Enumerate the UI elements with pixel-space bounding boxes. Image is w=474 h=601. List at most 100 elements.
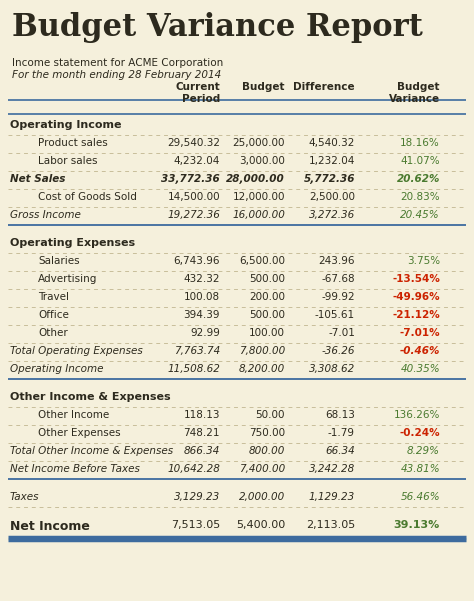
Text: 66.34: 66.34	[325, 446, 355, 456]
Text: 18.16%: 18.16%	[400, 138, 440, 148]
Text: 100.08: 100.08	[184, 292, 220, 302]
Text: 3.75%: 3.75%	[407, 256, 440, 266]
Text: -0.46%: -0.46%	[400, 346, 440, 356]
Text: 39.13%: 39.13%	[394, 520, 440, 530]
Text: 92.99: 92.99	[190, 328, 220, 338]
Text: 20.83%: 20.83%	[401, 192, 440, 202]
Text: Operating Income: Operating Income	[10, 364, 103, 374]
Text: 500.00: 500.00	[249, 274, 285, 284]
Text: -21.12%: -21.12%	[392, 310, 440, 320]
Text: 8,200.00: 8,200.00	[239, 364, 285, 374]
Text: Labor sales: Labor sales	[38, 156, 98, 166]
Text: Other Income & Expenses: Other Income & Expenses	[10, 392, 171, 402]
Text: 20.45%: 20.45%	[401, 210, 440, 220]
Text: 7,400.00: 7,400.00	[239, 464, 285, 474]
Text: 7,513.05: 7,513.05	[171, 520, 220, 530]
Text: 25,000.00: 25,000.00	[233, 138, 285, 148]
Text: Office: Office	[38, 310, 69, 320]
Text: Gross Income: Gross Income	[10, 210, 81, 220]
Text: 68.13: 68.13	[325, 410, 355, 420]
Text: Income statement for ACME Corporation: Income statement for ACME Corporation	[12, 58, 223, 68]
Text: Difference: Difference	[293, 82, 355, 92]
Text: 7,763.74: 7,763.74	[174, 346, 220, 356]
Text: 748.21: 748.21	[183, 428, 220, 438]
Text: -105.61: -105.61	[315, 310, 355, 320]
Text: 118.13: 118.13	[183, 410, 220, 420]
Text: 800.00: 800.00	[249, 446, 285, 456]
Text: 1,129.23: 1,129.23	[309, 492, 355, 502]
Text: 200.00: 200.00	[249, 292, 285, 302]
Text: 29,540.32: 29,540.32	[167, 138, 220, 148]
Text: 10,642.28: 10,642.28	[167, 464, 220, 474]
Text: 2,000.00: 2,000.00	[239, 492, 285, 502]
Text: 500.00: 500.00	[249, 310, 285, 320]
Text: Other Expenses: Other Expenses	[38, 428, 120, 438]
Text: 56.46%: 56.46%	[401, 492, 440, 502]
Text: 5,400.00: 5,400.00	[236, 520, 285, 530]
Text: 28,000.00: 28,000.00	[226, 174, 285, 184]
Text: 4,540.32: 4,540.32	[309, 138, 355, 148]
Text: Net Income: Net Income	[10, 520, 90, 533]
Text: 100.00: 100.00	[249, 328, 285, 338]
Text: 19,272.36: 19,272.36	[167, 210, 220, 220]
Text: 8.29%: 8.29%	[407, 446, 440, 456]
Text: 50.00: 50.00	[255, 410, 285, 420]
Text: Total Other Income & Expenses: Total Other Income & Expenses	[10, 446, 173, 456]
Text: 2,113.05: 2,113.05	[306, 520, 355, 530]
Text: 41.07%: 41.07%	[401, 156, 440, 166]
Text: Budget: Budget	[243, 82, 285, 92]
Text: Budget
Variance: Budget Variance	[389, 82, 440, 103]
Text: Operating Income: Operating Income	[10, 120, 121, 130]
Text: 6,500.00: 6,500.00	[239, 256, 285, 266]
Text: Product sales: Product sales	[38, 138, 108, 148]
Text: -36.26: -36.26	[321, 346, 355, 356]
Text: Budget Variance Report: Budget Variance Report	[12, 12, 423, 43]
Text: Travel: Travel	[38, 292, 69, 302]
Text: Current
Period: Current Period	[175, 82, 220, 103]
Text: -13.54%: -13.54%	[392, 274, 440, 284]
Text: Operating Expenses: Operating Expenses	[10, 238, 135, 248]
Text: -67.68: -67.68	[321, 274, 355, 284]
Text: -1.79: -1.79	[328, 428, 355, 438]
Text: 750.00: 750.00	[249, 428, 285, 438]
Text: 3,000.00: 3,000.00	[239, 156, 285, 166]
Text: -7.01: -7.01	[328, 328, 355, 338]
Text: 1,232.04: 1,232.04	[309, 156, 355, 166]
Text: 3,308.62: 3,308.62	[309, 364, 355, 374]
Text: 5,772.36: 5,772.36	[303, 174, 355, 184]
Text: -0.24%: -0.24%	[400, 428, 440, 438]
Text: 11,508.62: 11,508.62	[167, 364, 220, 374]
Text: 3,242.28: 3,242.28	[309, 464, 355, 474]
Text: 12,000.00: 12,000.00	[233, 192, 285, 202]
Text: 136.26%: 136.26%	[393, 410, 440, 420]
Text: 33,772.36: 33,772.36	[161, 174, 220, 184]
Text: 866.34: 866.34	[183, 446, 220, 456]
Text: Cost of Goods Sold: Cost of Goods Sold	[38, 192, 137, 202]
Text: -7.01%: -7.01%	[400, 328, 440, 338]
Text: 14,500.00: 14,500.00	[167, 192, 220, 202]
Text: 16,000.00: 16,000.00	[232, 210, 285, 220]
Text: Net Income Before Taxes: Net Income Before Taxes	[10, 464, 140, 474]
Text: -99.92: -99.92	[321, 292, 355, 302]
Text: 394.39: 394.39	[183, 310, 220, 320]
Text: For the month ending 28 February 2014: For the month ending 28 February 2014	[12, 70, 221, 80]
Text: 40.35%: 40.35%	[401, 364, 440, 374]
Text: Total Operating Expenses: Total Operating Expenses	[10, 346, 143, 356]
Text: 3,272.36: 3,272.36	[309, 210, 355, 220]
Text: Net Sales: Net Sales	[10, 174, 65, 184]
Text: 6,743.96: 6,743.96	[173, 256, 220, 266]
Text: 3,129.23: 3,129.23	[174, 492, 220, 502]
Text: 243.96: 243.96	[319, 256, 355, 266]
Text: Other Income: Other Income	[38, 410, 109, 420]
Text: 432.32: 432.32	[183, 274, 220, 284]
Text: Advertising: Advertising	[38, 274, 97, 284]
Text: Salaries: Salaries	[38, 256, 80, 266]
Text: Other: Other	[38, 328, 68, 338]
Text: 7,800.00: 7,800.00	[239, 346, 285, 356]
Text: Taxes: Taxes	[10, 492, 39, 502]
Text: 43.81%: 43.81%	[401, 464, 440, 474]
Text: -49.96%: -49.96%	[392, 292, 440, 302]
Text: 20.62%: 20.62%	[397, 174, 440, 184]
Text: 4,232.04: 4,232.04	[173, 156, 220, 166]
Text: 2,500.00: 2,500.00	[309, 192, 355, 202]
